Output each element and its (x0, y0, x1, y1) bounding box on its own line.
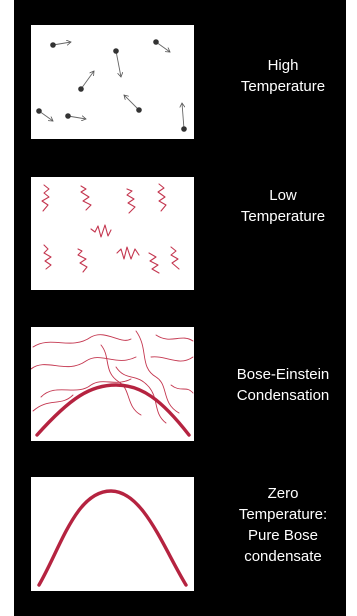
wave-packet (77, 248, 88, 273)
wave-line (115, 366, 167, 424)
label-line: condensate (244, 548, 322, 565)
diagram-background: High Temperature Low Temperature (14, 0, 346, 616)
particle (78, 86, 84, 92)
particle (36, 108, 42, 114)
wave-packet (157, 183, 167, 212)
label-line: Bose-Einstein (236, 366, 330, 383)
particle (153, 39, 159, 45)
wave-packet (126, 188, 136, 214)
bose-einstein-panel (31, 327, 194, 441)
zero-temperature-panel (31, 477, 194, 591)
wave-packet (170, 246, 180, 270)
high-temperature-particles (36, 39, 187, 132)
wave-line (32, 334, 132, 348)
particle (136, 107, 142, 113)
low-temperature-wavepackets (41, 183, 180, 274)
particle (113, 48, 119, 54)
wave-packet (41, 184, 50, 212)
low-temperature-panel (31, 177, 194, 290)
wave-line (155, 334, 194, 342)
bose-einstein-waves (31, 330, 194, 437)
label-line: Temperature (240, 208, 326, 225)
label-line: Temperature (240, 78, 326, 95)
bose-einstein-label: Bose-Einstein Condensation (218, 364, 348, 406)
wave-line (32, 394, 74, 412)
wave-packet (80, 185, 92, 211)
wave-line (40, 378, 132, 398)
low-temperature-label: Low Temperature (218, 185, 348, 227)
pure-condensate (37, 489, 188, 587)
high-temperature-label: High Temperature (218, 55, 348, 97)
wave-line (150, 356, 194, 362)
wave-packet (43, 244, 52, 270)
high-temperature-panel (31, 25, 194, 139)
label-line: Condensation (236, 387, 330, 404)
label-line: Zero (267, 485, 299, 502)
particle (50, 42, 56, 48)
label-line: Low (269, 187, 297, 204)
label-line: Temperature: (238, 506, 328, 523)
condensate-peak (37, 489, 188, 587)
wave-line (31, 356, 137, 370)
wave-line (100, 344, 142, 416)
particle (65, 113, 71, 119)
wave-packet (148, 252, 160, 274)
wave-line (170, 384, 194, 394)
particle (181, 126, 187, 132)
label-line: Pure Bose (247, 527, 319, 544)
label-line: High (267, 57, 299, 74)
wave-line (135, 330, 180, 414)
condensate-peak (35, 383, 191, 437)
wave-packet (90, 224, 112, 238)
zero-temperature-label: Zero Temperature: Pure Bose condensate (218, 483, 348, 567)
wave-packet (116, 246, 140, 260)
